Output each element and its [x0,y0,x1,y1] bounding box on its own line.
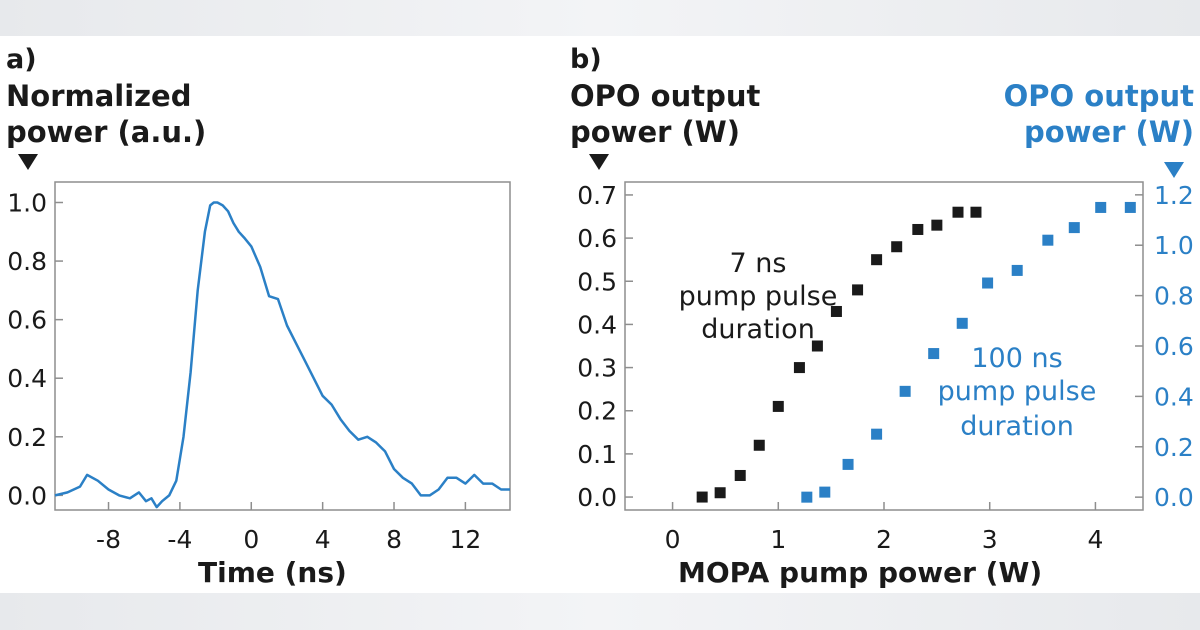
panel-b-x-tick-label: 2 [876,525,892,554]
panel-a-x-tick-label: 8 [386,525,402,554]
panel-b-left-y-tick-label: 0.4 [577,310,617,339]
panel-a-plot-frame [54,181,511,511]
panel-a-pulse-line [54,201,510,509]
panel-b-left-y-tick-label: 0.7 [577,181,617,210]
panel-b-left-y-tick-label: 0.3 [577,354,617,383]
panel-b-7ns-point [772,400,784,412]
panel-b-left-y-title: OPO output power (W) [570,78,760,150]
panel-b-left-y-tick-label: 0.5 [577,267,617,296]
panel-b-left-y-tick-label: 0.2 [577,397,617,426]
panel-b-100ns-point [871,428,883,440]
panel-b-right-y-title: OPO output power (W) [1004,78,1194,150]
panel-a-y-title-line1: Normalized [6,79,192,113]
panel-b-7ns-annotation: duration [701,314,815,345]
panel-b-right-y-tick-label: 1.0 [1154,231,1194,260]
panel-b-right-y-tick-label: 0.6 [1154,332,1194,361]
panel-b-100ns-annotation: pump pulse [938,376,1097,407]
panel-a-x-tick-label: 12 [449,525,481,554]
panel-b-right-y-tick-label: 0.0 [1154,483,1194,512]
panel-b-7ns-point [793,362,805,374]
panel-a-y-title-line2: power (a.u.) [6,115,207,149]
panel-b-right-y-axis-marker-icon [1164,162,1184,178]
panel-b-7ns-point [714,487,726,499]
panel-b-left-y-tick-label: 0.0 [577,483,617,512]
panel-b-right-y-tick-label: 0.8 [1154,282,1194,311]
panel-a-x-tick-label: -8 [96,525,121,554]
panel-b-100ns-point [842,458,854,470]
panel-b-7ns-point [891,241,903,253]
panel-b-100ns-point [819,486,831,498]
panel-b-100ns-point [1068,222,1080,234]
panel-b-100ns-point [899,385,911,397]
panel-b-right-y-title-line2: power (W) [1023,115,1194,149]
panel-a-y-tick-label: 0.4 [7,364,47,393]
panel-b-7ns-point [830,305,842,317]
panel-b-100ns-point [1011,264,1023,276]
panel-b-plot-frame [624,181,1144,511]
panel-b-right-y-title-line1: OPO output [1003,79,1194,113]
panel-a-y-axis-marker-icon [18,154,38,170]
panel-b-7ns-point [952,206,964,218]
panel-a-x-tick-label: -4 [167,525,192,554]
panel-b-7ns-point [696,491,708,503]
panel-b-7ns-point [734,469,746,481]
panel-b-x-tick-label: 0 [665,525,681,554]
panel-b-7ns-point [753,439,765,451]
panel-b-7ns-point [871,254,883,266]
panel-b-100ns-annotation: 100 ns [971,343,1062,374]
panel-b-7ns-point [852,284,864,296]
panel-b-right-y-tick-label: 1.2 [1154,181,1194,210]
panel-b-label: b) [570,44,602,75]
panel-b-x-tick-label: 3 [982,525,998,554]
panel-b-100ns-point [956,317,968,329]
figure-panel [0,36,1200,593]
panel-a-y-title: Normalized power (a.u.) [6,78,206,150]
panel-b-7ns-point [931,219,943,231]
panel-b-left-y-tick-label: 0.6 [577,224,617,253]
panel-b-left-y-tick-label: 0.1 [577,440,617,469]
panel-a-y-tick-label: 0.2 [7,423,47,452]
panel-b-100ns-point [1095,201,1107,213]
panel-b-7ns-point [811,340,823,352]
panel-a-x-tick-label: 4 [315,525,331,554]
panel-a-y-tick-label: 0.8 [7,247,47,276]
panel-a-x-tick-label: 0 [243,525,259,554]
panel-b-7ns-point [912,223,924,235]
panel-b-100ns-point [982,277,994,289]
panel-b-100ns-point [801,491,813,503]
panel-b-left-y-title-line2: power (W) [570,115,741,149]
panel-a-label: a) [6,44,37,75]
panel-b-right-y-tick-label: 0.4 [1154,382,1194,411]
panel-b-left-y-axis-marker-icon [589,154,609,170]
panel-b-7ns-annotation: 7 ns [730,248,787,279]
panel-b-x-tick-label: 1 [770,525,786,554]
panel-b-x-title: MOPA pump power (W) [678,556,1043,589]
panel-b-100ns-point [1042,234,1054,246]
panel-a-y-tick-label: 0.6 [7,306,47,335]
panel-b-right-y-tick-label: 0.2 [1154,433,1194,462]
panel-b-x-tick-label: 4 [1087,525,1103,554]
panel-b-7ns-point [970,206,982,218]
panel-b-left-y-title-line1: OPO output [570,79,761,113]
panel-b-100ns-point [1124,201,1136,213]
panel-a-x-title: Time (ns) [198,556,347,589]
panel-b-7ns-annotation: pump pulse [679,281,838,312]
panel-a-y-tick-label: 0.0 [7,481,47,510]
panel-a-y-tick-label: 1.0 [7,189,47,218]
panel-b-100ns-annotation: duration [960,411,1074,442]
panel-b-100ns-point [928,348,940,360]
